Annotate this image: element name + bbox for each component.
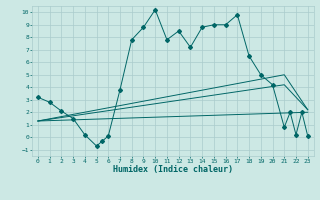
X-axis label: Humidex (Indice chaleur): Humidex (Indice chaleur): [113, 165, 233, 174]
